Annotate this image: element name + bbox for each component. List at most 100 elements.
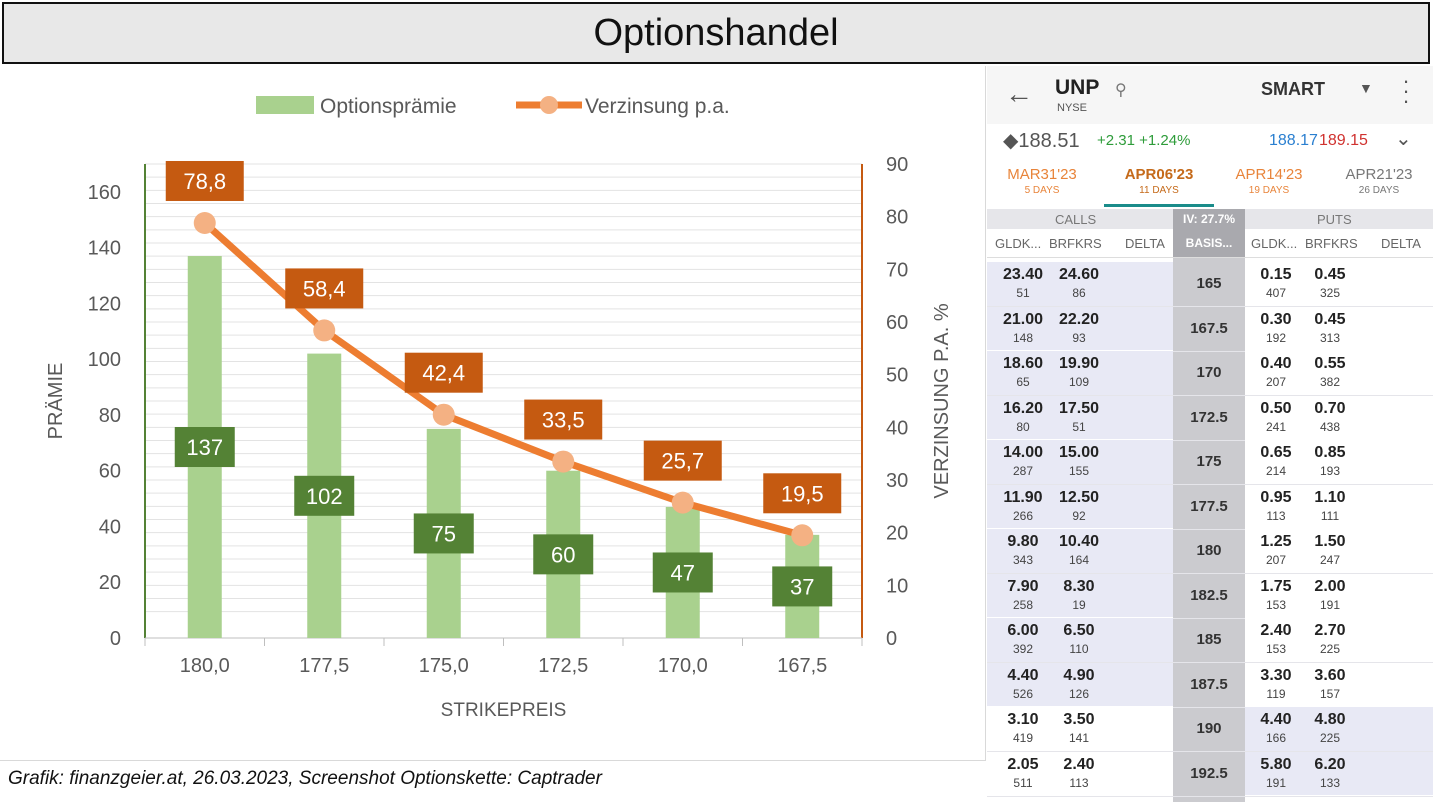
call-ask[interactable]: 2.40 (1063, 755, 1095, 773)
put-bid[interactable]: 0.95 (1260, 488, 1292, 506)
call-ask-size[interactable]: 51 (1072, 419, 1086, 434)
call-ask[interactable]: 3.50 (1063, 711, 1095, 728)
put-bid-size[interactable]: 153 (1265, 597, 1287, 612)
call-bid-size[interactable]: 287 (1012, 464, 1034, 478)
call-bid[interactable]: 9.80 (1007, 533, 1039, 550)
put-bid-size[interactable]: 214 (1265, 464, 1287, 478)
call-bid-size[interactable]: 526 (1012, 686, 1034, 701)
route-selector[interactable]: SMART (1261, 79, 1325, 99)
put-ask[interactable]: 3.60 (1314, 666, 1346, 684)
put-ask[interactable]: 0.55 (1314, 355, 1346, 372)
chevron-down-icon[interactable]: ▼ (1359, 80, 1373, 96)
chain-row[interactable] (987, 351, 1433, 396)
call-bid[interactable]: 21.00 (1002, 310, 1044, 328)
chain-row[interactable] (987, 485, 1433, 530)
call-bid[interactable]: 7.90 (1007, 577, 1039, 595)
put-ask-size[interactable]: 157 (1319, 686, 1341, 701)
put-ask[interactable]: 4.80 (1314, 711, 1346, 728)
put-ask-size[interactable]: 313 (1319, 330, 1341, 345)
put-bid[interactable]: 5.80 (1260, 755, 1292, 773)
put-ask-size[interactable]: 438 (1319, 419, 1341, 434)
chain-row[interactable] (987, 752, 1433, 797)
call-ask-size[interactable]: 126 (1068, 686, 1090, 701)
call-ask-size[interactable]: 92 (1072, 508, 1086, 523)
call-bid-size[interactable]: 419 (1012, 731, 1034, 745)
call-bid-size[interactable]: 511 (1013, 775, 1033, 790)
call-ask-size[interactable]: 110 (1069, 642, 1089, 656)
strike-price[interactable]: 177.5 (1190, 497, 1228, 515)
strike-price[interactable]: 175 (1196, 453, 1222, 470)
call-bid-size[interactable]: 343 (1012, 553, 1034, 567)
col-header-puts-delta[interactable]: DELTA (1381, 236, 1421, 251)
call-ask[interactable]: 19.90 (1058, 355, 1100, 372)
call-ask[interactable]: 15.00 (1058, 444, 1100, 461)
put-ask-size[interactable]: 191 (1319, 597, 1341, 612)
back-arrow-icon[interactable]: ← (1005, 78, 1033, 109)
put-bid[interactable]: 1.25 (1260, 533, 1292, 550)
put-bid[interactable]: 0.15 (1260, 266, 1292, 283)
chain-row[interactable] (987, 574, 1433, 619)
chain-row[interactable] (987, 307, 1433, 352)
col-header-calls-ask[interactable]: BRFKRS (1049, 236, 1102, 251)
call-bid[interactable]: 14.00 (1002, 444, 1044, 461)
expiry-tab[interactable]: APR06'23 11 DAYS (1104, 166, 1214, 196)
put-ask[interactable]: 0.45 (1314, 266, 1346, 283)
strike-price[interactable]: 187.5 (1190, 675, 1228, 693)
put-bid-size[interactable]: 119 (1266, 686, 1286, 701)
put-bid[interactable]: 0.65 (1260, 444, 1292, 461)
put-bid[interactable]: 0.40 (1260, 355, 1292, 372)
expiry-tab[interactable]: APR14'23 19 DAYS (1214, 166, 1324, 196)
call-bid-size[interactable]: 51 (1016, 286, 1030, 300)
put-bid-size[interactable]: 207 (1265, 375, 1287, 389)
chain-row[interactable] (987, 663, 1433, 708)
strike-price[interactable]: 180 (1196, 542, 1222, 559)
call-ask[interactable]: 17.50 (1058, 399, 1100, 417)
strike-price[interactable]: 172.5 (1190, 408, 1228, 426)
call-bid[interactable]: 23.40 (1002, 266, 1044, 283)
put-bid-size[interactable]: 241 (1265, 419, 1287, 434)
call-bid-size[interactable]: 258 (1012, 597, 1034, 612)
put-ask[interactable]: 6.20 (1314, 755, 1346, 773)
call-ask-size[interactable]: 113 (1069, 775, 1089, 790)
call-ask-size[interactable]: 109 (1068, 375, 1090, 389)
chain-row[interactable] (987, 618, 1433, 663)
call-ask-size[interactable]: 155 (1068, 464, 1090, 478)
strike-price[interactable]: 165 (1196, 275, 1222, 292)
col-header-puts-bid[interactable]: GLDK... (1251, 236, 1298, 251)
put-bid-size[interactable]: 192 (1265, 330, 1287, 345)
strike-price[interactable]: 190 (1196, 720, 1222, 737)
call-ask[interactable]: 4.90 (1063, 666, 1095, 684)
expand-chevron-icon[interactable]: ⌄ (1395, 128, 1412, 150)
more-menu-icon[interactable]: · · · (1402, 68, 1410, 113)
call-ask-size[interactable]: 86 (1072, 286, 1086, 300)
put-ask[interactable]: 1.10 (1314, 488, 1346, 506)
strike-price[interactable]: 192.5 (1190, 764, 1228, 782)
put-bid-size[interactable]: 166 (1265, 731, 1287, 745)
expiry-tab[interactable]: MAR31'23 5 DAYS (987, 166, 1097, 196)
call-ask[interactable]: 22.20 (1058, 310, 1100, 328)
col-header-calls-bid[interactable]: GLDK... (995, 236, 1042, 251)
put-bid[interactable]: 4.40 (1260, 711, 1292, 728)
put-bid[interactable]: 1.75 (1260, 577, 1292, 595)
put-ask[interactable]: 0.45 (1314, 310, 1346, 328)
put-ask-size[interactable]: 133 (1319, 775, 1341, 790)
col-header-calls-delta[interactable]: DELTA (1125, 236, 1165, 251)
call-bid[interactable]: 11.90 (1003, 488, 1043, 506)
put-ask-size[interactable]: 193 (1319, 464, 1341, 478)
search-icon[interactable]: ⚲ (1115, 82, 1127, 99)
expiry-tab[interactable]: APR21'23 26 DAYS (1324, 166, 1433, 196)
put-ask[interactable]: 0.85 (1314, 444, 1346, 461)
put-bid[interactable]: 0.50 (1260, 399, 1292, 417)
chain-row[interactable] (987, 529, 1433, 574)
chain-row[interactable] (987, 707, 1433, 752)
put-bid[interactable]: 0.30 (1260, 310, 1292, 328)
strike-price[interactable]: 182.5 (1190, 586, 1228, 604)
call-bid-size[interactable]: 148 (1012, 330, 1034, 345)
put-bid-size[interactable]: 113 (1266, 508, 1286, 523)
put-ask-size[interactable]: 382 (1319, 375, 1341, 389)
chain-row[interactable] (987, 440, 1433, 485)
put-bid-size[interactable]: 407 (1265, 286, 1287, 300)
col-header-puts-ask[interactable]: BRFKRS (1305, 236, 1358, 251)
call-bid[interactable]: 18.60 (1002, 355, 1044, 372)
strike-price[interactable]: 167.5 (1190, 319, 1228, 337)
